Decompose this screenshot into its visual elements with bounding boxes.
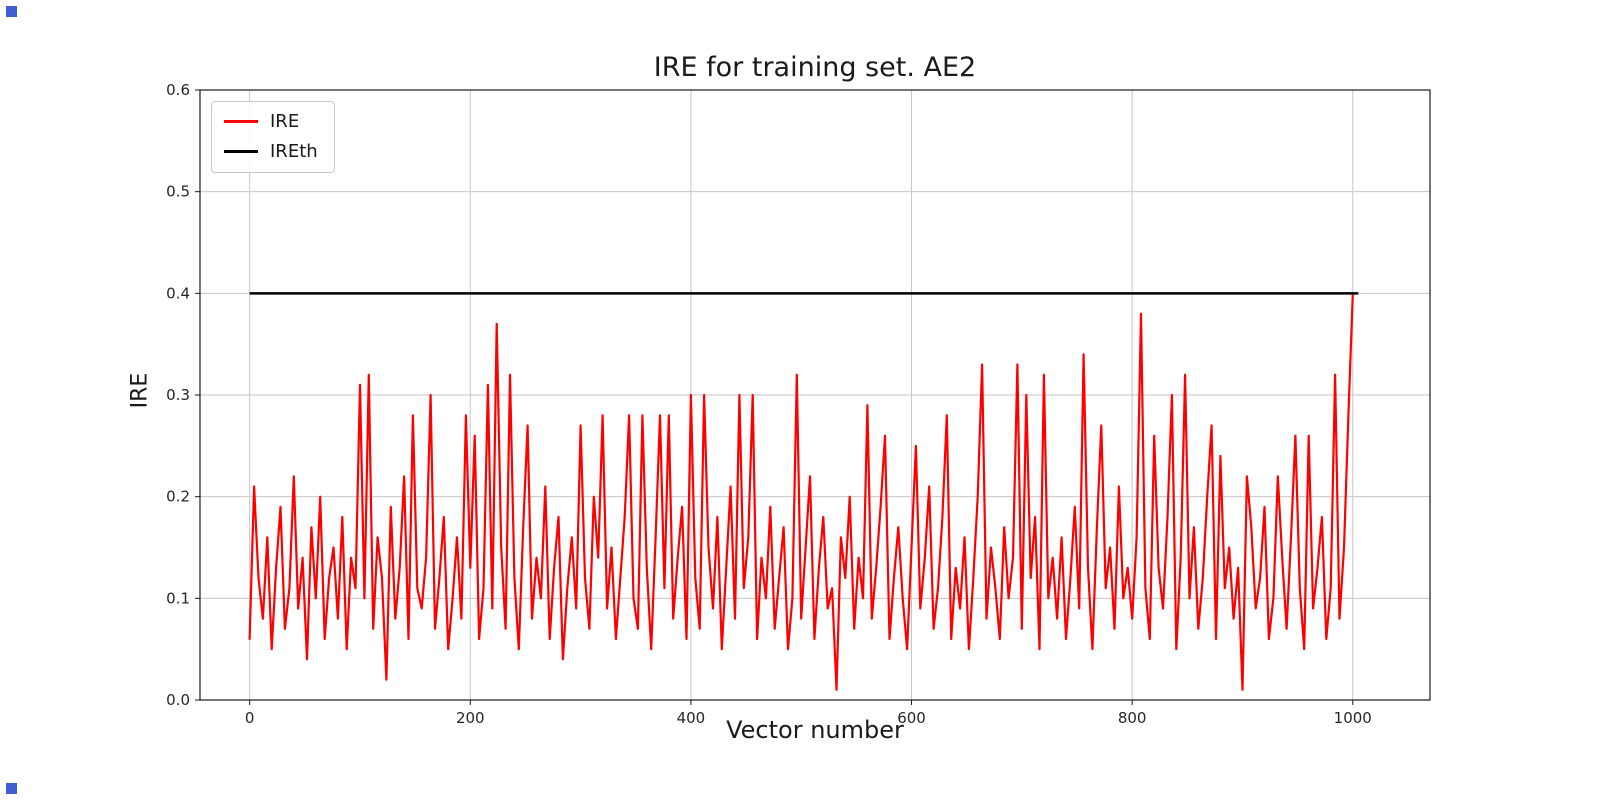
x-tick-label: 600: [897, 709, 926, 727]
legend-line-sample: [224, 120, 258, 124]
y-tick-label: 0.0: [166, 691, 190, 709]
y-tick-label: 0.2: [166, 488, 190, 506]
y-tick-label: 0.4: [166, 284, 190, 302]
x-axis-label: Vector number: [726, 716, 904, 744]
y-tick-label: 0.5: [166, 183, 190, 201]
x-tick-label: 800: [1118, 709, 1147, 727]
legend-label: IRE: [270, 111, 300, 132]
corner-marker: [6, 6, 17, 17]
x-tick-label: 1000: [1334, 709, 1372, 727]
plot-title: IRE for training set. AE2: [653, 52, 977, 83]
legend-label: IREth: [270, 140, 318, 162]
y-tick-label: 0.3: [166, 386, 190, 404]
x-tick-label: 400: [677, 709, 706, 727]
y-tick-label: 0.6: [166, 81, 190, 99]
legend: IRE IREth: [211, 101, 335, 173]
data-series-line: [248, 292, 1354, 691]
legend-line-sample: [224, 150, 258, 154]
y-axis-label: IRE: [127, 372, 153, 409]
x-tick-label: 200: [456, 709, 485, 727]
x-tick-label: 0: [245, 709, 255, 727]
plot-spine: [199, 89, 1431, 701]
legend-item: IREth: [224, 140, 318, 162]
legend-item: IRE: [224, 112, 318, 132]
corner-marker: [6, 783, 17, 794]
y-tick-label: 0.1: [166, 589, 190, 607]
